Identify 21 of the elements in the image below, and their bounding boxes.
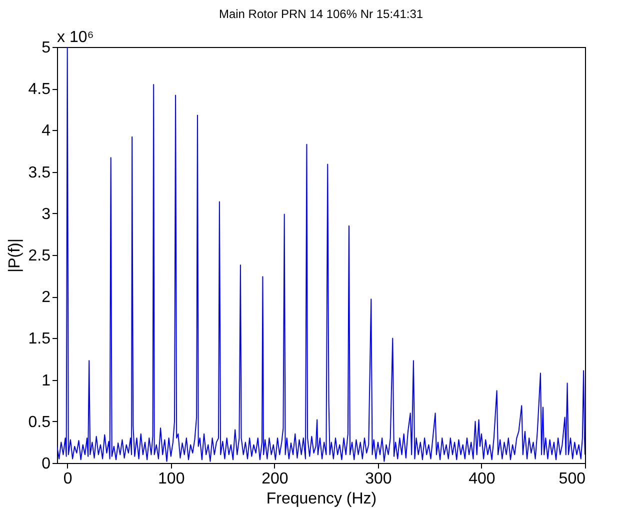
y-axis-title: |P(f)|	[6, 238, 24, 273]
y-tick-label: 5	[42, 40, 51, 56]
y-tick-label: 3	[42, 206, 51, 223]
y-tick-label: 1.5	[28, 330, 51, 348]
y-tick-label: 2.5	[28, 248, 51, 264]
chart-title: Main Rotor PRN 14 106% Nr 15:41:31	[218, 7, 424, 21]
x-axis-title: Frequency (Hz)	[266, 490, 377, 508]
y-tick-label: 4.5	[28, 81, 51, 98]
y-tick-label: 4	[42, 122, 51, 140]
text: x 10⁶	[57, 29, 94, 46]
x-tick-label: 400	[468, 470, 496, 488]
y-tick-label: 0	[42, 456, 51, 472]
x-tick-label: 0	[63, 470, 72, 488]
x-tick-label: 500	[558, 470, 586, 488]
x-tick-label: 200	[262, 470, 288, 488]
x-tick-label: 100	[158, 470, 185, 488]
y-tick-label: 1	[42, 372, 51, 390]
y-tick-label: 2	[42, 289, 51, 306]
y-tick-label: 0.5	[28, 414, 51, 431]
y-tick-label: 3.5	[28, 164, 51, 182]
x-tick-label: 300	[365, 470, 392, 488]
